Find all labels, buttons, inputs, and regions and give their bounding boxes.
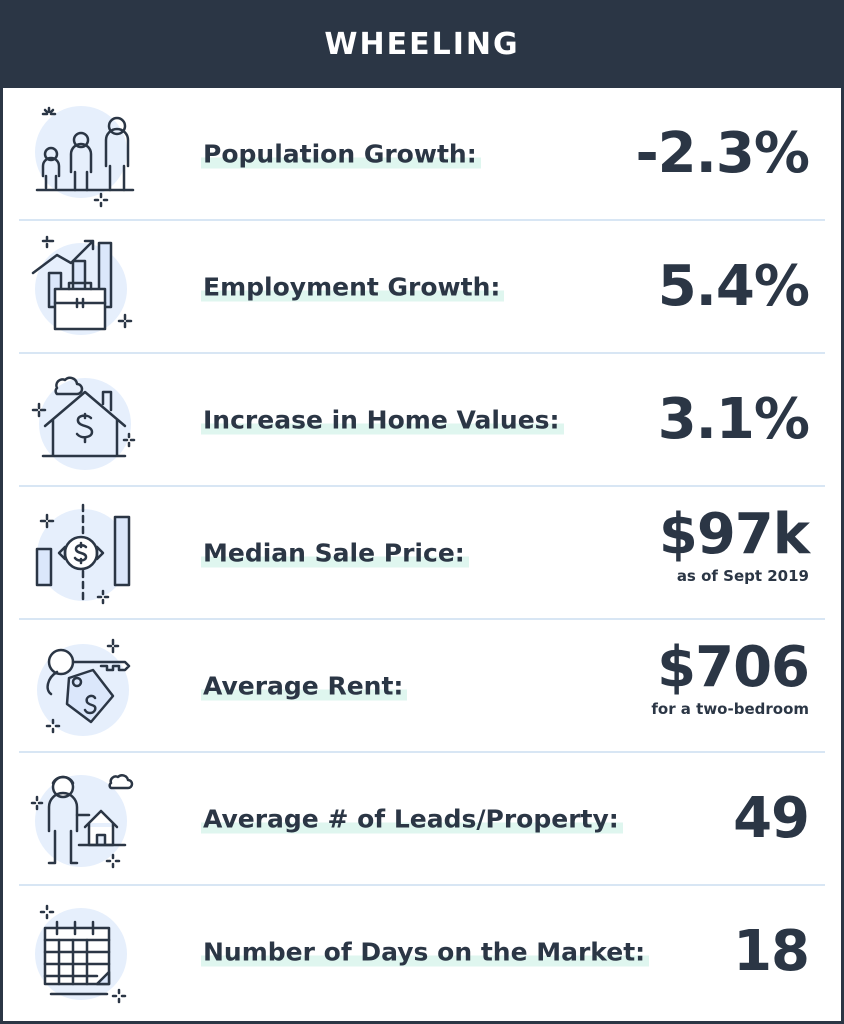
briefcase-chart-icon [31, 235, 133, 335]
page-title: WHEELING [324, 26, 520, 62]
average-rent-label: Average Rent: [201, 671, 408, 700]
average-rent-note: for a two-bedroom [651, 700, 809, 718]
average-rent-value-block: $706 for a two-bedroom [651, 635, 810, 719]
days-on-market-value: 18 [733, 918, 810, 984]
header: WHEELING [3, 0, 841, 88]
stat-row-leads: Average # of Leads/Property: 49 [19, 753, 825, 886]
employment-growth-value: 5.4% [657, 253, 810, 319]
stat-row-days-on-market: Number of Days on the Market: 18 [19, 886, 825, 1017]
person-house-icon [30, 774, 134, 869]
stat-row-population: Population Growth: -2.3% [19, 88, 825, 221]
median-sale-label: Median Sale Price: [201, 538, 469, 567]
days-on-market-label: Number of Days on the Market: [201, 937, 650, 966]
calendar-icon [35, 904, 127, 1004]
stat-row-home-values: Increase in Home Values: 3.1% [19, 354, 825, 487]
median-sale-value: $97k [658, 502, 810, 567]
leads-label: Average # of Leads/Property: [201, 804, 623, 833]
median-sale-value-block: $97k as of Sept 2019 [658, 502, 810, 586]
home-values-value: 3.1% [657, 386, 810, 452]
key-tag-icon [37, 638, 131, 736]
people-icon [35, 106, 135, 208]
stats-list: Population Growth: -2.3% Employment Grow… [3, 88, 841, 1017]
price-bars-icon [35, 503, 131, 605]
house-dollar-icon [31, 376, 136, 470]
median-sale-note: as of Sept 2019 [676, 567, 809, 585]
population-growth-label: Population Growth: [201, 139, 481, 168]
stat-row-average-rent: Average Rent: $706 for a two-bedroom [19, 620, 825, 753]
employment-growth-label: Employment Growth: [201, 272, 505, 301]
home-values-label: Increase in Home Values: [201, 405, 564, 434]
leads-value: 49 [733, 785, 810, 851]
stat-row-employment: Employment Growth: 5.4% [19, 221, 825, 354]
stat-row-median-sale: Median Sale Price: $97k as of Sept 2019 [19, 487, 825, 620]
population-growth-value: -2.3% [635, 120, 810, 186]
average-rent-value: $706 [657, 635, 810, 700]
